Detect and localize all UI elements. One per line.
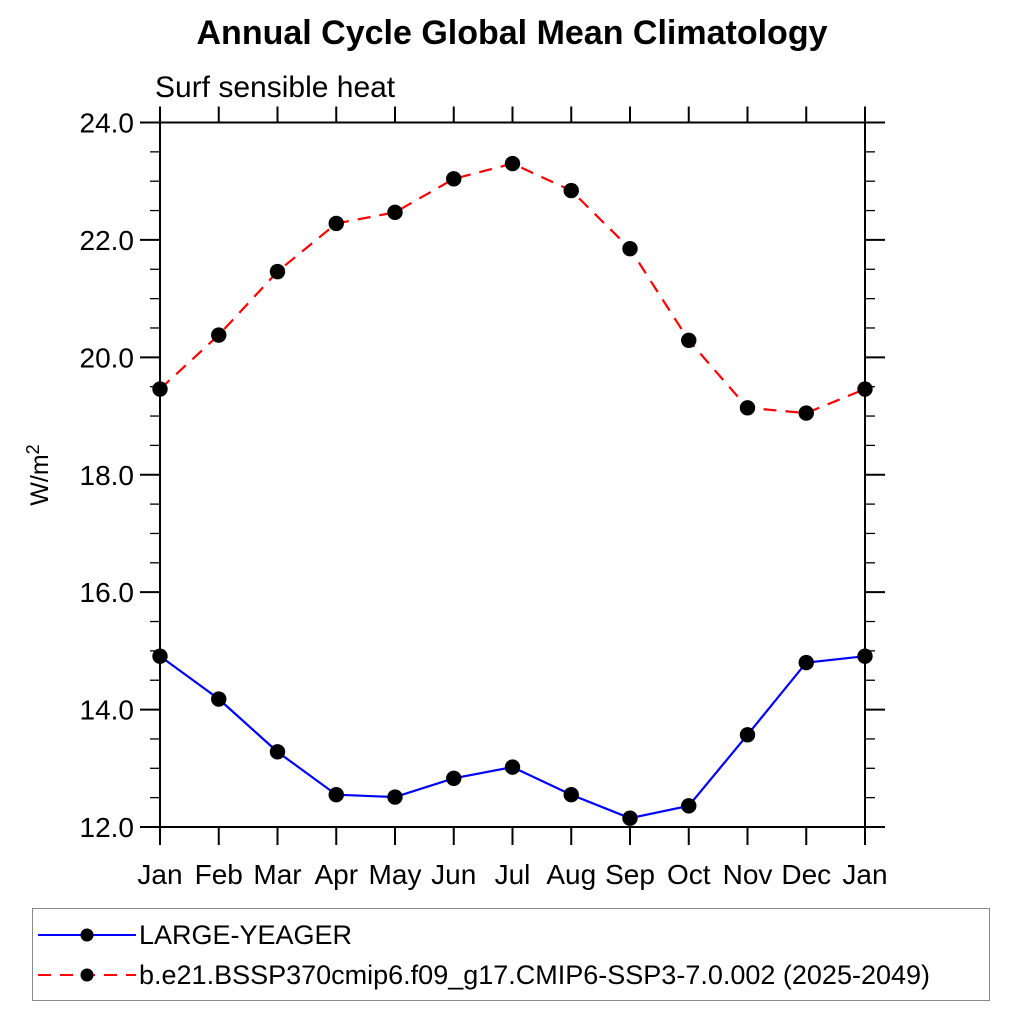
x-tick-label: Sep [605,859,655,890]
data-point-marker [152,381,168,397]
data-point-marker [798,405,814,421]
data-point-marker [563,182,579,199]
data-point-marker [798,654,814,671]
legend-marker-dot [80,928,94,942]
y-tick-label: 22.0 [80,225,135,256]
legend-label: LARGE-YEAGER [139,919,353,950]
x-tick-label: Aug [546,859,596,890]
x-tick-label: Apr [314,859,358,890]
x-tick-label: Jan [842,859,887,890]
data-point-marker [622,810,638,826]
y-tick-label: 14.0 [80,695,135,726]
x-tick-label: Feb [195,859,243,890]
series-line-1 [159,162,866,415]
data-point-marker [387,789,403,805]
chart-title: Annual Cycle Global Mean Climatology [196,14,828,52]
legend-marker-dot [80,968,94,982]
x-tick-label: Jan [137,859,182,890]
data-point-marker [681,332,697,349]
data-point-marker [446,770,462,786]
x-tick-label: Oct [667,859,711,890]
legend-entry: LARGE-YEAGER [33,915,989,955]
data-point-marker [857,648,873,664]
legend-label: b.e21.BSSP370cmip6.f09_g17.CMIP6-SSP3-7.… [139,959,931,990]
data-point-marker [681,798,697,814]
data-point-marker [446,171,462,187]
data-point-marker [563,787,579,803]
data-point-marker [269,744,286,760]
y-tick-label: 12.0 [80,812,135,843]
legend-line-sample-dashed [38,968,136,982]
x-tick-label: Jul [495,859,531,890]
legend-entry: b.e21.BSSP370cmip6.f09_g17.CMIP6-SSP3-7.… [33,955,989,995]
y-tick-label: 24.0 [80,108,135,139]
y-tick-label: 18.0 [80,460,135,491]
data-point-marker [328,215,344,232]
data-point-marker [328,787,344,803]
x-tick-label: Jun [431,859,476,890]
series-line-0 [159,655,866,820]
legend-box: LARGE-YEAGER b.e21.BSSP370cmip6.f09_g17.… [32,908,990,1001]
data-point-marker [211,327,227,343]
data-point-marker [504,759,521,775]
x-tick-label: Mar [253,859,301,890]
x-tick-label: Nov [723,859,773,890]
y-axis-label: W/m2 [23,444,54,505]
data-point-marker [622,241,638,257]
data-point-marker [269,263,286,280]
chart-subtitle: Surf sensible heat [155,71,396,104]
data-point-marker [152,648,168,664]
data-point-marker [739,400,756,416]
x-tick-label: Dec [781,859,831,890]
data-point-marker [857,381,873,397]
data-point-marker [211,691,227,707]
data-point-marker [739,727,756,743]
y-tick-label: 16.0 [80,577,135,608]
data-point-marker [504,155,521,172]
y-tick-label: 20.0 [80,342,135,373]
x-tick-label: May [369,859,422,890]
legend-line-sample-solid [38,928,136,942]
data-point-marker [387,204,403,221]
